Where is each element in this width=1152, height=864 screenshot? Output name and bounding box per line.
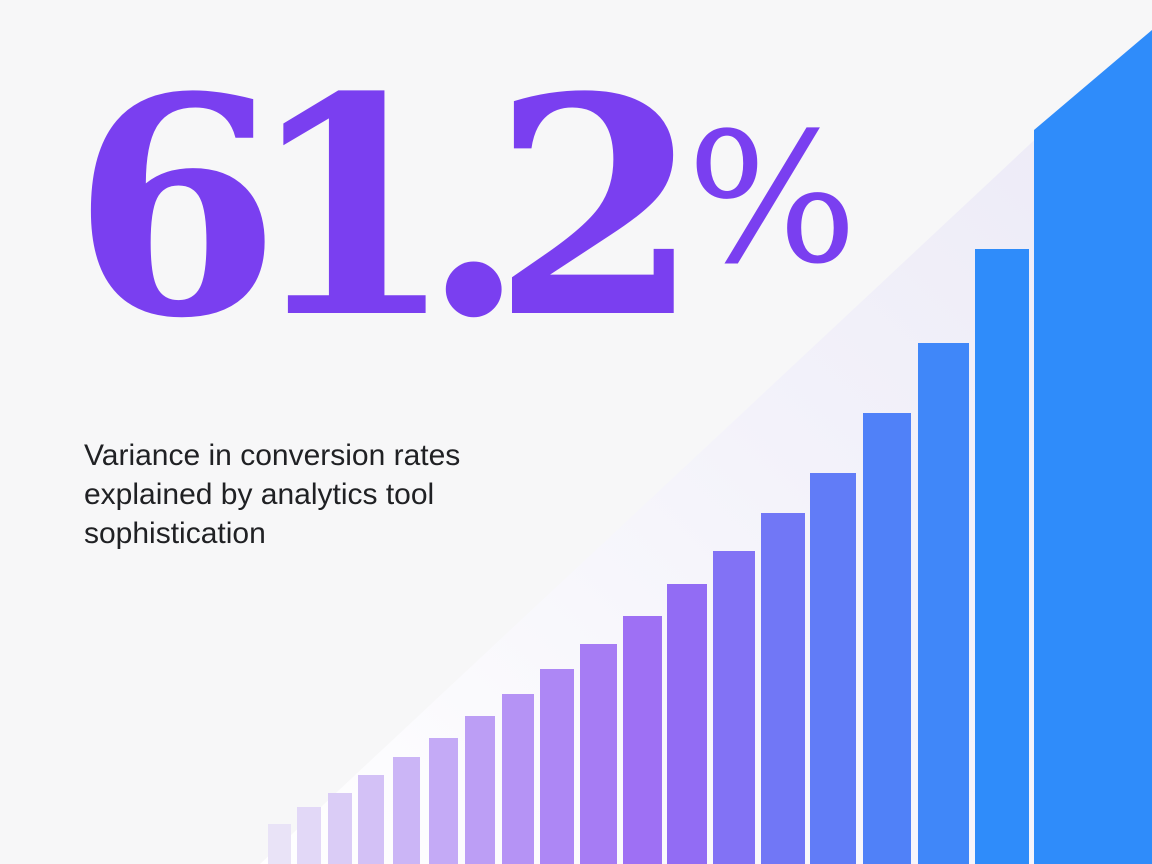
rising-bar xyxy=(429,738,458,864)
rising-bar xyxy=(580,644,617,864)
rising-bar xyxy=(393,757,420,864)
rising-bar xyxy=(540,669,574,864)
rising-bar xyxy=(918,343,969,864)
rising-bar xyxy=(502,694,534,864)
rising-bar xyxy=(810,473,856,864)
rising-bar xyxy=(761,513,805,864)
percent-sign: % xyxy=(686,95,858,304)
stat-value: 61.2% xyxy=(72,58,858,358)
rising-bar xyxy=(623,616,662,864)
rising-bar xyxy=(328,793,352,864)
rising-bar xyxy=(358,775,384,864)
rising-bar xyxy=(465,716,495,864)
stat-caption: Variance in conversion rates explained b… xyxy=(84,439,461,550)
rising-bar xyxy=(863,413,911,864)
rising-bar xyxy=(297,807,321,864)
rising-bar xyxy=(1034,30,1152,864)
rising-bar xyxy=(975,249,1029,864)
rising-bar xyxy=(268,824,291,864)
rising-bar xyxy=(713,551,755,864)
rising-bar xyxy=(667,584,707,864)
stat-number: 61.2 xyxy=(72,31,701,384)
